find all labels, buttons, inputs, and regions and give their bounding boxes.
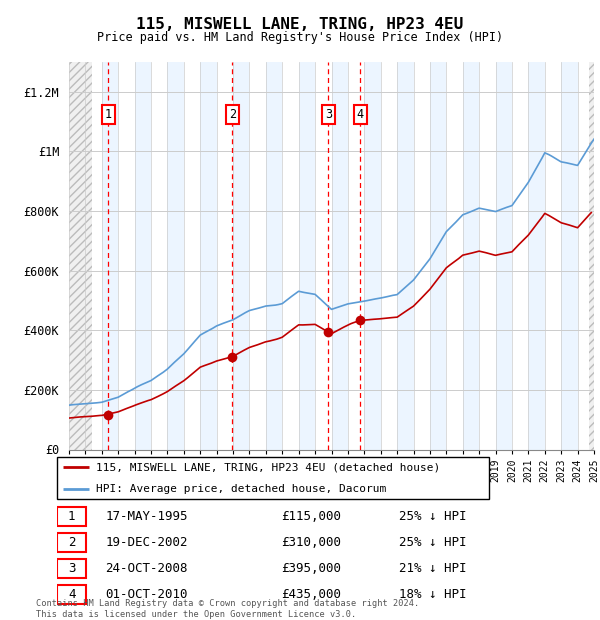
Text: £310,000: £310,000 bbox=[281, 536, 341, 549]
Text: 19-DEC-2002: 19-DEC-2002 bbox=[105, 536, 188, 549]
Bar bbox=[364, 62, 381, 450]
Bar bbox=[381, 62, 397, 450]
Text: 4: 4 bbox=[356, 108, 364, 121]
Bar bbox=[299, 62, 315, 450]
Bar bbox=[348, 62, 364, 450]
Bar bbox=[233, 62, 250, 450]
Bar bbox=[589, 62, 594, 450]
Text: Price paid vs. HM Land Registry's House Price Index (HPI): Price paid vs. HM Land Registry's House … bbox=[97, 31, 503, 44]
Bar bbox=[463, 62, 479, 450]
Bar bbox=[217, 62, 233, 450]
Bar bbox=[151, 62, 167, 450]
Text: £115,000: £115,000 bbox=[281, 510, 341, 523]
Bar bbox=[282, 62, 299, 450]
Bar bbox=[266, 62, 282, 450]
FancyBboxPatch shape bbox=[57, 585, 86, 604]
Text: £435,000: £435,000 bbox=[281, 588, 341, 601]
Text: 21% ↓ HPI: 21% ↓ HPI bbox=[399, 562, 466, 575]
Text: 2: 2 bbox=[229, 108, 236, 121]
Text: 25% ↓ HPI: 25% ↓ HPI bbox=[399, 510, 466, 523]
Bar bbox=[397, 62, 413, 450]
Text: 115, MISWELL LANE, TRING, HP23 4EU: 115, MISWELL LANE, TRING, HP23 4EU bbox=[136, 17, 464, 32]
Bar bbox=[545, 62, 561, 450]
Text: 17-MAY-1995: 17-MAY-1995 bbox=[105, 510, 188, 523]
Bar bbox=[167, 62, 184, 450]
FancyBboxPatch shape bbox=[57, 533, 86, 552]
Text: Contains HM Land Registry data © Crown copyright and database right 2024.
This d: Contains HM Land Registry data © Crown c… bbox=[36, 600, 419, 619]
Bar bbox=[529, 62, 545, 450]
Bar bbox=[315, 62, 331, 450]
Bar bbox=[118, 62, 134, 450]
Bar bbox=[331, 62, 348, 450]
Text: 3: 3 bbox=[325, 108, 332, 121]
Text: HPI: Average price, detached house, Dacorum: HPI: Average price, detached house, Daco… bbox=[96, 484, 386, 494]
Bar bbox=[200, 62, 217, 450]
Bar bbox=[446, 62, 463, 450]
Bar bbox=[134, 62, 151, 450]
Text: 3: 3 bbox=[68, 562, 76, 575]
Bar bbox=[69, 62, 85, 450]
Bar bbox=[69, 62, 92, 450]
Text: 01-OCT-2010: 01-OCT-2010 bbox=[105, 588, 188, 601]
Text: 1: 1 bbox=[104, 108, 112, 121]
Bar bbox=[561, 62, 578, 450]
Bar bbox=[413, 62, 430, 450]
Text: 25% ↓ HPI: 25% ↓ HPI bbox=[399, 536, 466, 549]
FancyBboxPatch shape bbox=[57, 559, 86, 578]
Text: 4: 4 bbox=[68, 588, 76, 601]
FancyBboxPatch shape bbox=[57, 507, 86, 526]
Bar bbox=[479, 62, 496, 450]
Bar bbox=[578, 62, 594, 450]
FancyBboxPatch shape bbox=[57, 457, 489, 499]
Bar bbox=[250, 62, 266, 450]
Text: 24-OCT-2008: 24-OCT-2008 bbox=[105, 562, 188, 575]
Text: £395,000: £395,000 bbox=[281, 562, 341, 575]
Text: 2: 2 bbox=[68, 536, 76, 549]
Bar bbox=[512, 62, 529, 450]
Bar bbox=[430, 62, 446, 450]
Bar bbox=[184, 62, 200, 450]
Bar bbox=[102, 62, 118, 450]
Bar bbox=[85, 62, 102, 450]
Text: 18% ↓ HPI: 18% ↓ HPI bbox=[399, 588, 466, 601]
Bar bbox=[496, 62, 512, 450]
Text: 1: 1 bbox=[68, 510, 76, 523]
Text: 115, MISWELL LANE, TRING, HP23 4EU (detached house): 115, MISWELL LANE, TRING, HP23 4EU (deta… bbox=[96, 463, 440, 472]
